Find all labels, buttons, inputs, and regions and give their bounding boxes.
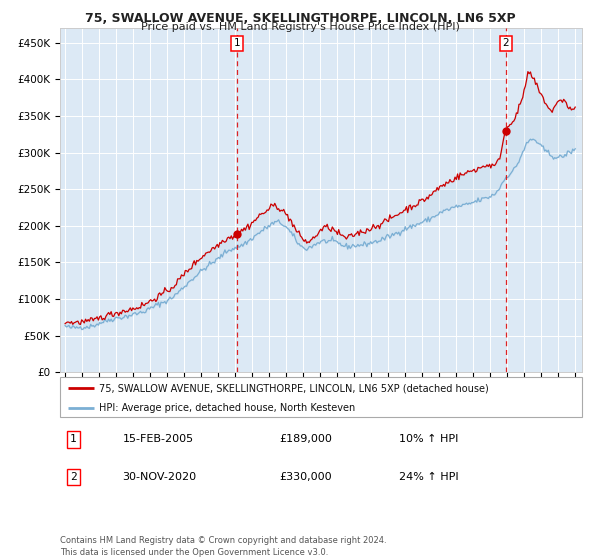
- Text: 1: 1: [234, 39, 241, 49]
- Text: Price paid vs. HM Land Registry's House Price Index (HPI): Price paid vs. HM Land Registry's House …: [140, 22, 460, 32]
- Text: 24% ↑ HPI: 24% ↑ HPI: [400, 472, 459, 482]
- Text: 30-NOV-2020: 30-NOV-2020: [122, 472, 197, 482]
- Text: 10% ↑ HPI: 10% ↑ HPI: [400, 435, 458, 445]
- Text: £330,000: £330,000: [279, 472, 332, 482]
- Text: 75, SWALLOW AVENUE, SKELLINGTHORPE, LINCOLN, LN6 5XP: 75, SWALLOW AVENUE, SKELLINGTHORPE, LINC…: [85, 12, 515, 25]
- FancyBboxPatch shape: [60, 377, 582, 417]
- Text: Contains HM Land Registry data © Crown copyright and database right 2024.
This d: Contains HM Land Registry data © Crown c…: [60, 536, 386, 557]
- Text: HPI: Average price, detached house, North Kesteven: HPI: Average price, detached house, Nort…: [99, 403, 355, 413]
- Text: 15-FEB-2005: 15-FEB-2005: [122, 435, 194, 445]
- Text: 2: 2: [503, 39, 509, 49]
- Text: 2: 2: [70, 472, 76, 482]
- Text: 1: 1: [70, 435, 76, 445]
- Text: £189,000: £189,000: [279, 435, 332, 445]
- Text: 75, SWALLOW AVENUE, SKELLINGTHORPE, LINCOLN, LN6 5XP (detached house): 75, SWALLOW AVENUE, SKELLINGTHORPE, LINC…: [99, 383, 489, 393]
